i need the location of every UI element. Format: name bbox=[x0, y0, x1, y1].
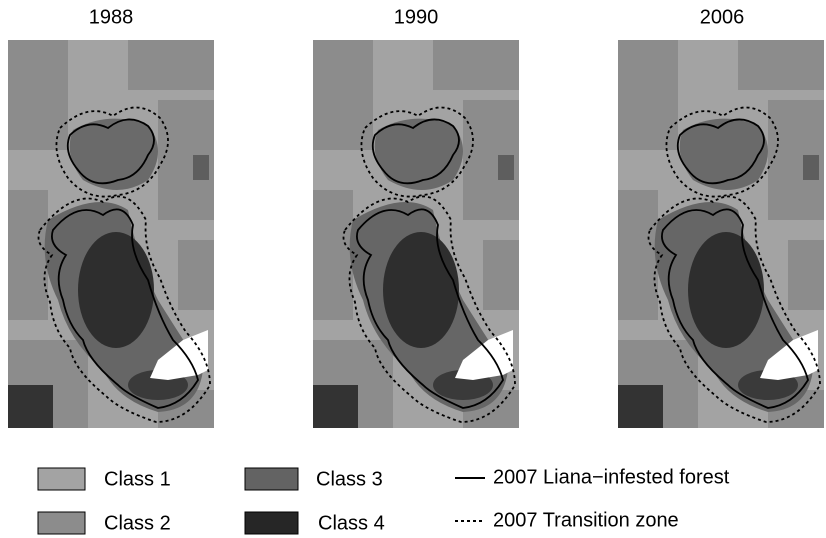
legend-swatch bbox=[244, 511, 299, 535]
legend-swatch bbox=[37, 511, 86, 535]
map-panel bbox=[313, 40, 519, 428]
panel-title: 1990 bbox=[394, 6, 439, 28]
legend-label: Class 4 bbox=[318, 512, 385, 534]
legend-label: 2007 Transition zone bbox=[493, 509, 679, 531]
legend-label: Class 1 bbox=[104, 468, 171, 490]
legend-swatch bbox=[244, 467, 299, 491]
legend-label: Class 3 bbox=[316, 468, 383, 490]
map-panel bbox=[8, 40, 214, 428]
legend-label: 2007 Liana−infested forest bbox=[493, 466, 730, 488]
panel-title: 1988 bbox=[89, 6, 134, 28]
legend-label: Class 2 bbox=[104, 512, 171, 534]
map-panel bbox=[618, 40, 824, 428]
panel-title: 2006 bbox=[700, 6, 745, 28]
legend-swatch bbox=[37, 467, 86, 491]
